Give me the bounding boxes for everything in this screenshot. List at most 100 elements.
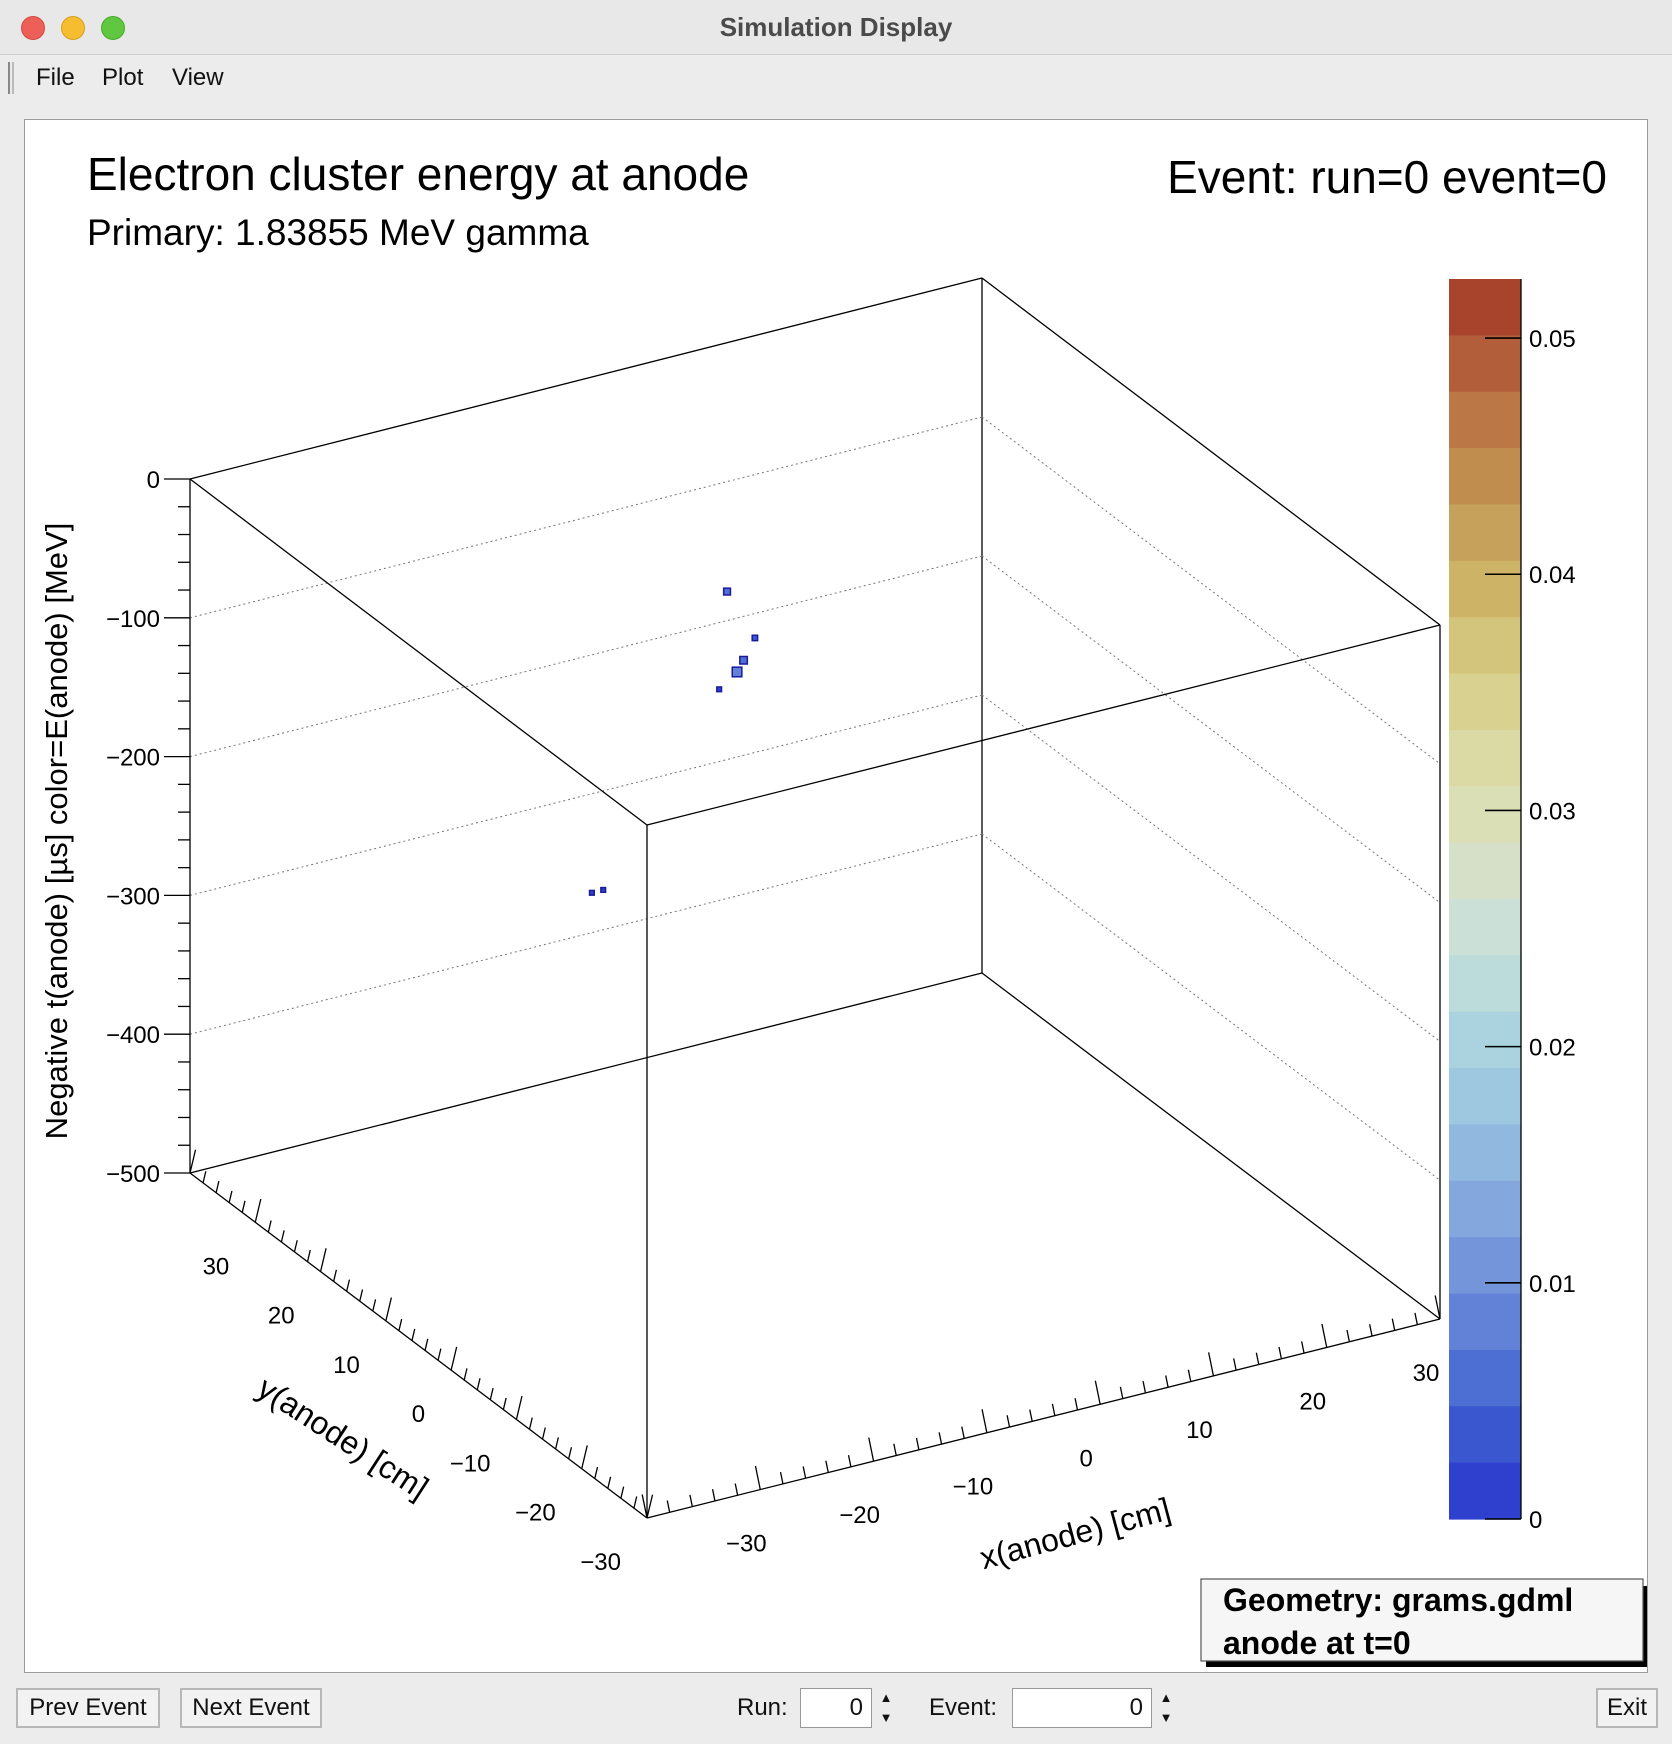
y-axis-tick	[568, 1447, 573, 1460]
colorbar-tick-label: 0.02	[1529, 1035, 1576, 1062]
zoom-window-button[interactable]	[101, 16, 125, 40]
data-point	[716, 686, 723, 693]
info-box-line2: anode at t=0	[1223, 1625, 1411, 1661]
spin-down-icon[interactable]: ▼	[1159, 1710, 1173, 1725]
x-axis-tick-label: 30	[1413, 1360, 1440, 1387]
colorbar-segment	[1449, 1180, 1521, 1238]
y-axis-tick	[293, 1240, 298, 1253]
x-axis-tick	[1119, 1386, 1124, 1399]
y-axis-tick	[450, 1346, 458, 1371]
data-point	[588, 889, 595, 896]
event-input[interactable]: 0	[1012, 1688, 1152, 1728]
spin-up-icon[interactable]: ▲	[879, 1690, 893, 1705]
x-axis-tick-label: 20	[1299, 1388, 1326, 1415]
y-axis-tick	[215, 1180, 220, 1193]
menu-file[interactable]: File	[36, 64, 75, 91]
y-axis-tick	[607, 1476, 612, 1489]
y-axis-title: y(anode) [cm]	[251, 1369, 435, 1506]
y-axis-tick-label: −20	[515, 1500, 556, 1527]
exit-button[interactable]: Exit	[1596, 1688, 1658, 1728]
x-axis-tick	[1006, 1415, 1011, 1428]
info-box	[1200, 1578, 1644, 1662]
prev-event-button[interactable]: Prev Event	[16, 1688, 160, 1728]
grid-line-back-left	[189, 416, 983, 619]
box-back-bottom-edge-left	[189, 972, 983, 1174]
x-axis-tick	[893, 1443, 897, 1456]
x-axis-tick	[915, 1437, 920, 1450]
y-axis-tick	[280, 1230, 285, 1243]
colorbar-segment	[1449, 1349, 1521, 1407]
y-axis-tick-label: −30	[580, 1549, 621, 1576]
z-axis-tick-label: 0	[147, 467, 160, 494]
run-input[interactable]: 0	[800, 1688, 872, 1728]
y-axis-tick	[241, 1200, 246, 1213]
z-axis-tick-label: −200	[106, 745, 160, 772]
z-axis-title: Negative t(anode) [µs] color=E(anode) [M…	[39, 523, 74, 1140]
x-axis-title: x(anode) [cm]	[976, 1491, 1174, 1576]
colorbar-segment	[1449, 786, 1521, 844]
y-axis-tick	[411, 1328, 416, 1341]
spin-down-icon[interactable]: ▼	[879, 1710, 893, 1725]
x-axis-tick	[938, 1432, 943, 1445]
menu-plot[interactable]: Plot	[102, 64, 144, 91]
x-axis-tick	[1165, 1375, 1169, 1388]
y-axis-tick	[502, 1397, 507, 1410]
spin-up-icon[interactable]: ▲	[1159, 1690, 1173, 1705]
colorbar-segment	[1449, 673, 1521, 731]
x-axis-tick	[847, 1454, 852, 1467]
y-axis-tick	[228, 1190, 233, 1203]
close-window-button[interactable]	[21, 16, 45, 40]
colorbar-segment	[1449, 560, 1521, 618]
grid-line-back-left	[189, 555, 983, 758]
colorbar-segment	[1449, 729, 1521, 787]
menubar-grip-icon[interactable]	[8, 62, 14, 94]
y-axis-tick	[437, 1348, 442, 1361]
data-point	[739, 655, 749, 665]
y-axis-tick-label: 20	[268, 1303, 295, 1330]
next-event-button[interactable]: Next Event	[180, 1688, 322, 1728]
x-axis-tick	[1368, 1324, 1373, 1337]
colorbar-segment	[1449, 617, 1521, 675]
x-axis-tick	[711, 1489, 716, 1502]
plot-title: Electron cluster energy at anode	[87, 148, 749, 200]
y-axis-tick	[515, 1395, 523, 1420]
event-spinner[interactable]: ▲ ▼	[1154, 1688, 1178, 1728]
grid-line-back-left	[189, 694, 983, 896]
y-axis-tick-label: −10	[450, 1450, 491, 1477]
y-axis-tick	[554, 1437, 559, 1450]
x-axis-tick	[1301, 1341, 1305, 1354]
colorbar-segment	[1449, 899, 1521, 956]
grid-line-back-left	[189, 833, 983, 1035]
y-axis-tick	[646, 1494, 654, 1519]
event-label-text: Event: run=0 event=0	[1167, 151, 1607, 203]
y-axis-tick	[476, 1378, 481, 1391]
colorbar-segment	[1449, 955, 1521, 1013]
y-axis-tick	[372, 1299, 377, 1312]
x-axis-tick	[802, 1466, 807, 1479]
colorbar-tick-label: 0	[1529, 1507, 1542, 1534]
run-spinner[interactable]: ▲ ▼	[874, 1688, 898, 1728]
y-axis-tick	[306, 1249, 311, 1262]
colorbar-segment	[1449, 1011, 1521, 1069]
z-axis-tick-label: −100	[106, 606, 160, 633]
colorbar-segment	[1449, 1406, 1521, 1464]
y-axis-tick	[398, 1318, 403, 1331]
x-axis-tick	[1142, 1381, 1147, 1394]
x-axis-tick	[1051, 1403, 1056, 1416]
colorbar-segment	[1449, 842, 1521, 900]
minimize-window-button[interactable]	[61, 16, 85, 40]
x-axis-tick	[1321, 1323, 1328, 1348]
y-axis-tick-label: 0	[412, 1401, 425, 1428]
data-point	[751, 634, 759, 642]
colorbar-tick-label: 0.03	[1529, 798, 1576, 825]
box-top-back-left-edge	[189, 277, 983, 480]
colorbar-segment	[1449, 335, 1521, 393]
y-axis-tick	[346, 1279, 351, 1292]
x-axis-tick	[825, 1460, 829, 1473]
menu-view[interactable]: View	[172, 64, 224, 91]
colorbar-segment	[1449, 1462, 1521, 1520]
colorbar-segment	[1449, 1237, 1521, 1295]
plot-canvas[interactable]: 0 −100 −200 −300 −400 −500 Negative t(anode) […	[24, 119, 1648, 1673]
box-bottom-front-left-edge	[189, 1172, 648, 1519]
x-axis-tick	[689, 1494, 693, 1507]
